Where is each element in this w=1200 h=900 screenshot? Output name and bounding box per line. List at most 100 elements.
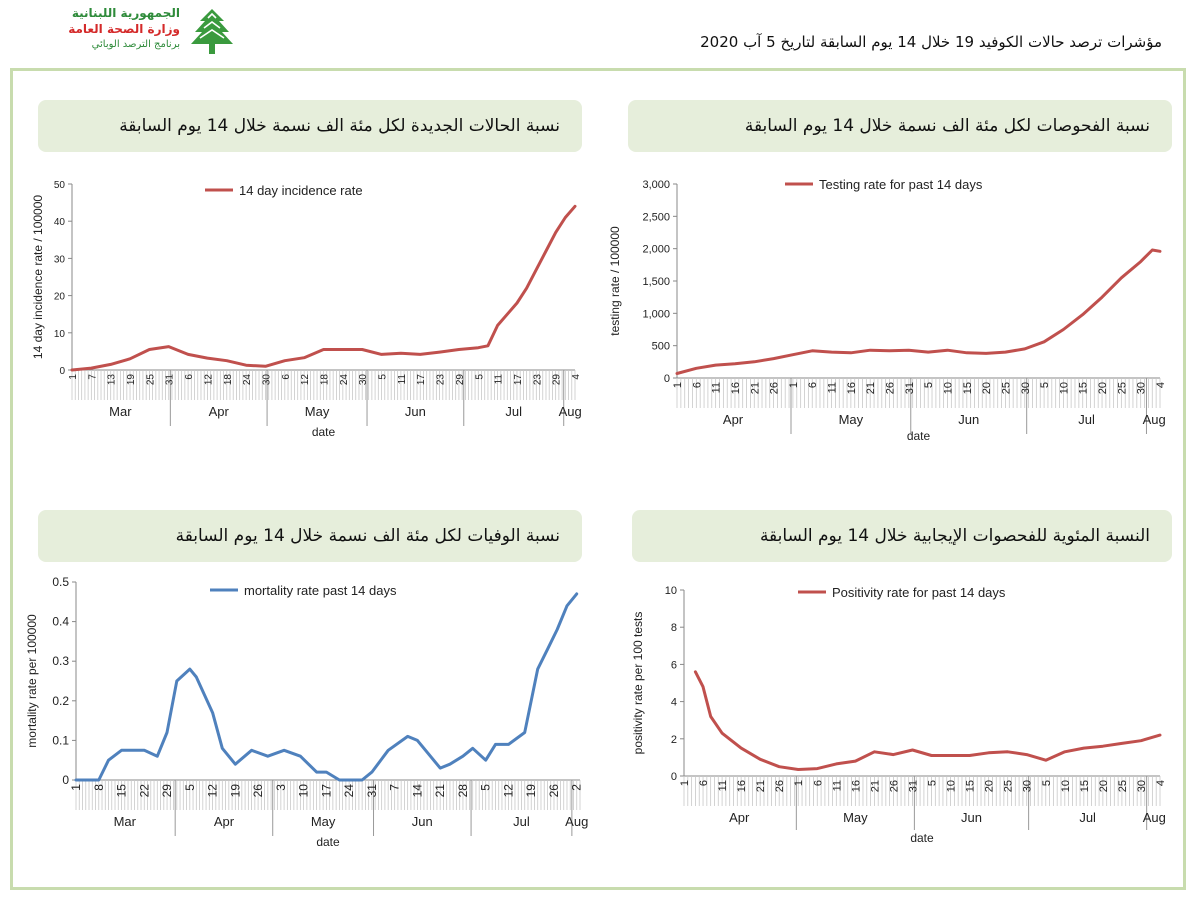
x-tick-label: 5 — [474, 374, 485, 380]
x-tick-label: 10 — [946, 780, 958, 792]
y-tick-label: 2,000 — [642, 244, 670, 256]
x-tick-label: 6 — [281, 374, 292, 380]
logo-ministry-text: وزارة الصحة العامة — [68, 22, 180, 36]
x-tick-label: 16 — [730, 382, 742, 394]
y-tick-label: 0 — [664, 373, 670, 385]
x-tick-label: 6 — [698, 780, 710, 786]
x-tick-label: 11 — [397, 374, 408, 385]
month-label: Jun — [961, 810, 982, 825]
logo-republic-text: الجمهورية اللبنانية — [71, 6, 180, 20]
x-tick-label: 4 — [1155, 382, 1167, 388]
y-tick-label: 0.1 — [52, 733, 69, 747]
x-tick-label: 1 — [793, 780, 805, 786]
x-tick-label: 26 — [251, 784, 265, 798]
x-tick-label: 20 — [1097, 382, 1109, 394]
x-tick-label: 7 — [87, 374, 98, 380]
x-tick-label: 23 — [532, 374, 543, 386]
x-tick-label: 18 — [223, 374, 234, 386]
y-tick-label: 0 — [62, 773, 69, 787]
x-axis-title: date — [910, 831, 934, 845]
y-tick-label: 20 — [54, 292, 66, 303]
series-line — [675, 248, 1162, 375]
y-axis-title: 14 day incidence rate / 100000 — [31, 195, 45, 359]
x-tick-label: 21 — [433, 784, 447, 798]
x-tick-label: 17 — [416, 374, 427, 386]
x-tick-label: 12 — [501, 784, 515, 798]
x-tick-label: 1 — [69, 784, 83, 791]
testing-chart: 0 500 1,000 1,500 2,000 2,500 3,000 testing rat… — [608, 177, 1167, 443]
x-tick-label: 29 — [455, 374, 466, 386]
x-tick-label: 12 — [300, 374, 311, 386]
x-tick-label: 11 — [831, 780, 843, 791]
x-tick-label: 26 — [885, 382, 897, 394]
y-tick-label: 1,000 — [642, 308, 670, 320]
x-tick-label: 10 — [297, 784, 311, 798]
x-tick-label: 21 — [755, 780, 767, 792]
x-tick-label: 21 — [869, 780, 881, 792]
x-tick-label: 26 — [774, 780, 786, 792]
x-tick-label: 19 — [126, 374, 137, 386]
series-line — [70, 204, 577, 372]
positivity-chart: 0 2 4 6 8 10 positivity rate per 100 tests Apr M… — [631, 585, 1167, 845]
x-tick-label: 12 — [203, 374, 214, 386]
month-label: Jun — [412, 814, 433, 829]
legend-label: Testing rate for past 14 days — [819, 177, 983, 192]
x-tick-label: 12 — [206, 784, 220, 798]
x-tick-label: 28 — [456, 784, 470, 798]
x-tick-label: 13 — [107, 374, 118, 386]
x-tick-label: 14 — [410, 784, 424, 798]
x-tick-label: 19 — [524, 784, 538, 798]
month-label: May — [311, 814, 336, 829]
x-tick-label: 3 — [274, 784, 288, 791]
x-tick-label: 16 — [846, 382, 858, 394]
y-tick-label: 2 — [671, 734, 677, 746]
month-label: Jun — [405, 404, 426, 419]
x-tick-label: 29 — [552, 374, 563, 386]
x-tick-label: 20 — [984, 780, 996, 792]
x-tick-label: 5 — [927, 780, 939, 786]
y-tick-label: 0.2 — [52, 694, 69, 708]
month-label: Mar — [109, 404, 132, 419]
month-label: Mar — [114, 814, 137, 829]
y-tick-label: 3,000 — [642, 179, 670, 191]
x-tick-label: 8 — [92, 784, 106, 791]
x-tick-label: 31 — [365, 784, 379, 798]
x-tick-label: 5 — [378, 374, 389, 380]
x-tick-label: 17 — [319, 784, 333, 798]
x-tick-label: 24 — [339, 374, 350, 386]
x-tick-label: 18 — [320, 374, 331, 386]
y-tick-label: 1,500 — [642, 276, 670, 288]
x-tick-label: 11 — [711, 382, 723, 393]
y-tick-label: 0.5 — [52, 575, 69, 589]
testing-panel-title: نسبة الفحوصات لكل مئة الف نسمة خلال 14 ي… — [628, 100, 1172, 152]
x-tick-label: 2 — [570, 784, 584, 791]
x-tick-label: 19 — [228, 784, 242, 798]
month-label: Aug — [565, 814, 588, 829]
month-label: May — [305, 404, 330, 419]
x-tick-label: 11 — [717, 780, 729, 791]
x-tick-label: 30 — [1136, 382, 1148, 394]
series-line — [74, 592, 579, 782]
y-axis-title: positivity rate per 100 tests — [631, 612, 645, 755]
y-tick-label: 10 — [665, 585, 677, 597]
incidence-panel-title: نسبة الحالات الجديدة لكل مئة الف نسمة خل… — [38, 100, 582, 152]
x-tick-label: 26 — [888, 780, 900, 792]
month-label: Jul — [505, 404, 522, 419]
y-tick-label: 0.4 — [52, 615, 69, 629]
x-tick-label: 30 — [1020, 382, 1032, 394]
x-tick-label: 11 — [827, 382, 839, 393]
legend-label: 14 day incidence rate — [239, 183, 363, 198]
x-tick-label: 4 — [571, 374, 582, 380]
x-tick-label: 15 — [962, 382, 974, 394]
x-tick-label: 30 — [358, 374, 369, 386]
content-frame — [10, 68, 1186, 890]
month-label: Jul — [1078, 412, 1095, 427]
x-tick-label: 6 — [812, 780, 824, 786]
x-axis-title: date — [316, 835, 340, 849]
x-tick-label: 23 — [436, 374, 447, 386]
month-label: Apr — [729, 810, 750, 825]
mortality-chart: 0 0.1 0.2 0.3 0.4 0.5 mortality rate per 10000… — [25, 575, 588, 849]
month-label: May — [843, 810, 868, 825]
x-tick-label: 5 — [479, 784, 493, 791]
x-axis-title: date — [907, 429, 931, 443]
